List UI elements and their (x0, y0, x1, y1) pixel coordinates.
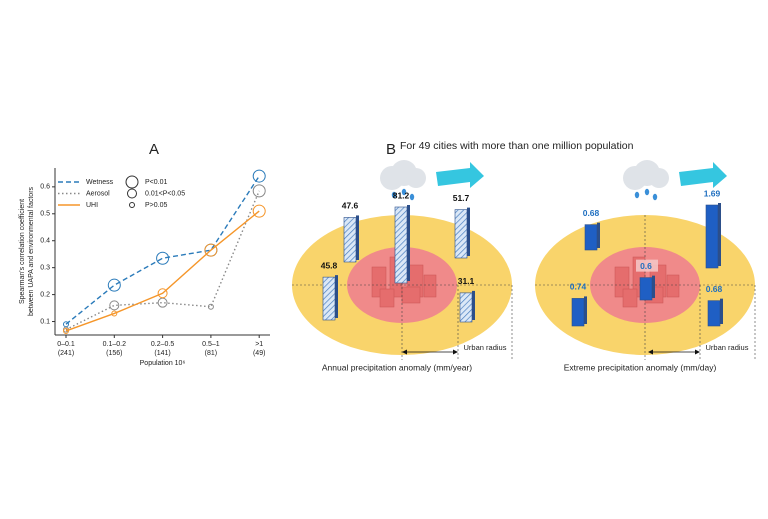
x-tick-note: (156) (106, 350, 122, 357)
point-marker (252, 204, 266, 218)
point-marker (63, 327, 69, 334)
bar (707, 300, 721, 327)
building (423, 274, 437, 298)
bar-value-label: 0.74 (570, 282, 587, 292)
legend-label: UHI (86, 202, 98, 209)
series-line (65, 190, 260, 331)
raindrop (652, 193, 658, 201)
y-axis-label: between UAPA and environmental factors (28, 186, 35, 316)
bar-side (597, 222, 600, 248)
raindrop (409, 193, 415, 201)
bar-side (356, 215, 359, 260)
point-marker (156, 251, 170, 265)
bar (639, 277, 653, 301)
point-marker (111, 310, 118, 317)
series-line (65, 210, 260, 332)
bar (394, 206, 408, 284)
bar (343, 217, 357, 263)
y-tick-label: 0.4 (40, 238, 50, 245)
x-tick-label: >1 (255, 341, 263, 348)
bar-side (584, 296, 587, 324)
radius-label: Urban radius (706, 343, 749, 352)
bar (571, 298, 585, 327)
building (401, 286, 421, 304)
point-marker (207, 303, 214, 310)
raindrop (644, 188, 650, 196)
point-marker (109, 300, 120, 311)
x-tick-note: (81) (205, 350, 217, 357)
y-tick-label: 0.1 (40, 318, 50, 325)
bar-value-label: 1.69 (704, 188, 721, 198)
map-caption: Annual precipitation anomaly (mm/year) (322, 362, 472, 372)
y-tick-label: 0.2 (40, 291, 50, 298)
radius-label: Urban radius (464, 343, 507, 352)
legend-label: P>0.05 (145, 202, 167, 209)
bar-side (720, 298, 723, 324)
bar-value-label: 81.2 (393, 190, 410, 200)
panel-b-label: B (386, 141, 396, 158)
bar-side (472, 290, 475, 320)
series-line (65, 175, 260, 325)
bar (584, 224, 598, 251)
point-marker (204, 243, 218, 257)
bar-value-label: 0.68 (706, 284, 723, 294)
bar-side (467, 207, 470, 256)
x-tick-note: (141) (154, 350, 170, 357)
bar-side (407, 205, 410, 281)
bar-value-label: 51.7 (453, 193, 470, 203)
raindrop (391, 191, 397, 199)
legend-marker (127, 188, 137, 199)
bar (454, 209, 468, 259)
y-tick-label: 0.3 (40, 265, 50, 272)
bar (322, 276, 336, 321)
x-tick-label: 0.5–1 (202, 341, 220, 348)
legend-label: Aerosol (86, 190, 110, 197)
bar-value-label: 31.1 (458, 276, 475, 286)
cloud (649, 168, 669, 188)
bar-value-label: 0.68 (583, 208, 600, 218)
wind-arrow (436, 162, 484, 188)
point-marker (157, 288, 168, 299)
bar-value-label: 45.8 (321, 260, 338, 270)
point-marker (252, 184, 266, 198)
raindrop (634, 191, 640, 199)
y-tick-label: 0.5 (40, 211, 50, 218)
cloud (406, 168, 426, 188)
map-caption: Extreme precipitation anomaly (mm/day) (564, 362, 717, 372)
legend-label: P<0.01 (145, 179, 167, 186)
legend-label: 0.01<P<0.05 (145, 190, 185, 197)
bar-value-label: 47.6 (342, 201, 359, 211)
bar (459, 292, 473, 323)
label-box (636, 259, 658, 272)
bar-side (718, 203, 721, 266)
point-marker (107, 278, 121, 292)
y-axis-label: Spearman's correlation coefficient (19, 199, 26, 304)
raindrop (401, 188, 407, 196)
bar-value-label: 0.6 (640, 261, 652, 271)
panel-a-label: A (149, 141, 159, 158)
x-axis-label: Population 10⁶ (140, 360, 186, 367)
x-tick-label: 0–0.1 (57, 341, 75, 348)
x-tick-note: (241) (58, 350, 74, 357)
panel-b: 47.6 81.2 51.7 45.8 31.1 Urban radius Annual p… (292, 160, 756, 372)
y-tick-label: 0.6 (40, 184, 50, 191)
point-marker (252, 169, 266, 183)
x-tick-label: 0.2–0.5 (151, 341, 174, 348)
point-marker (157, 297, 168, 308)
building (622, 288, 638, 308)
x-tick-note: (49) (253, 350, 265, 357)
bar-side (335, 275, 338, 318)
bar (705, 204, 719, 269)
building (666, 274, 680, 298)
wind-arrow (679, 162, 727, 188)
legend-marker (125, 175, 139, 189)
building (379, 288, 395, 308)
legend-label: Wetness (86, 179, 114, 186)
legend-marker (129, 202, 135, 208)
bar-side (652, 275, 655, 298)
x-tick-label: 0.1–0.2 (103, 341, 126, 348)
panel-a: 0.1 0.2 0.3 0.4 0.5 0.6 Spearman's correlation… (19, 168, 270, 367)
panel-b-title: For 49 cities with more than one million… (400, 140, 634, 152)
